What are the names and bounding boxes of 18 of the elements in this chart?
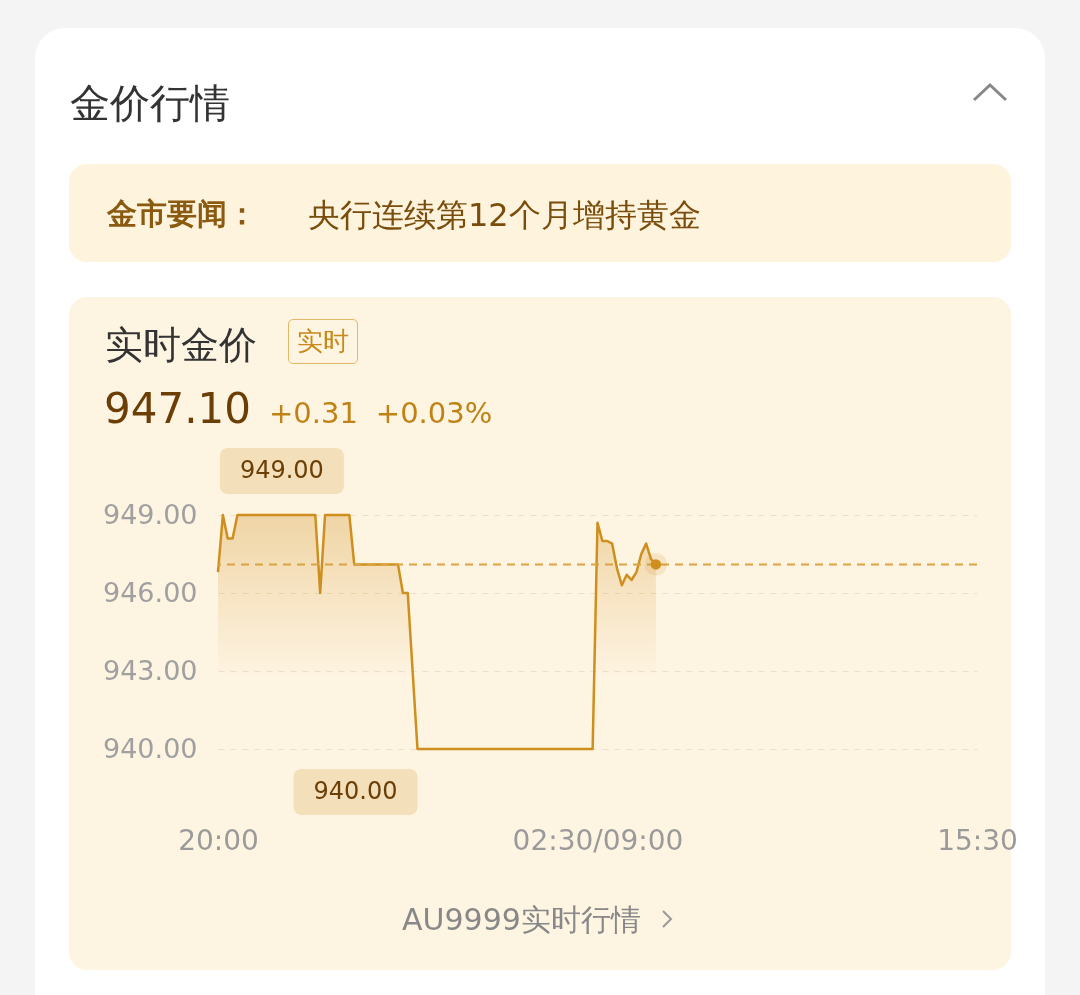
text: 940.00 (313, 777, 398, 805)
y-tick-label: 940.00 (103, 732, 198, 764)
text: 央行连续第12个月增持黄金 (308, 195, 701, 236)
text: 947.10 (104, 384, 251, 433)
text: AU9999实时行情 (402, 901, 641, 939)
chart-title: 金价行情 (70, 79, 230, 128)
x-tick-label: 20:00 (178, 823, 259, 857)
x-tick-label: 15:30 (937, 823, 1018, 857)
text: +0.03% (375, 396, 493, 430)
text: 949.00 (239, 456, 324, 484)
y-tick-label: 949.00 (103, 498, 198, 530)
text: +0.31 (268, 396, 358, 430)
text: 金市要闻： (107, 195, 257, 233)
y-tick-label: 943.00 (103, 654, 198, 686)
text: 实时 (288, 319, 358, 364)
chart-subtitle: 实时金价 (105, 322, 257, 369)
x-tick-label: 02:30/09:00 (512, 823, 684, 857)
y-tick-label: 946.00 (103, 576, 198, 608)
